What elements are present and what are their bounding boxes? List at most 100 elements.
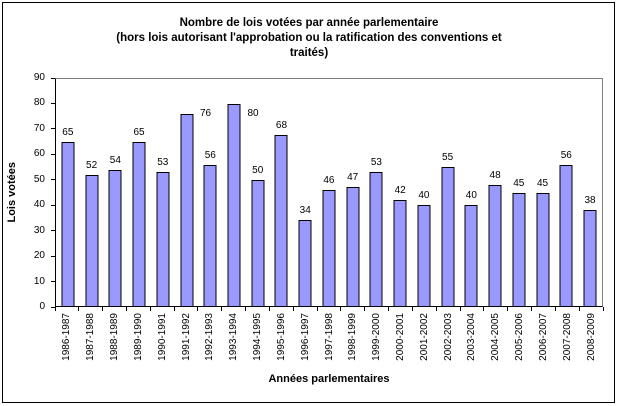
bar-cell: 80 xyxy=(222,79,259,306)
y-tick-mark xyxy=(51,306,55,308)
bar-value-label: 55 xyxy=(442,152,454,164)
bar-value-label: 42 xyxy=(394,185,406,197)
x-tick-label: 2003-2004 xyxy=(466,313,478,361)
bar xyxy=(536,192,550,306)
bar-cell: 38 xyxy=(578,79,602,306)
bar xyxy=(417,205,431,306)
x-tick-mark xyxy=(245,307,247,311)
x-tick-label: 1995-1996 xyxy=(275,313,287,361)
x-tick-cell: 2007-2008 xyxy=(555,313,579,361)
bar-cell: 40 xyxy=(459,79,483,306)
y-tick-label: 60 xyxy=(33,148,45,160)
x-ticks xyxy=(54,307,604,311)
bar-value-label: 54 xyxy=(109,154,121,166)
x-tick-cell: 2003-2004 xyxy=(460,313,484,361)
x-tick-label: 2001-2002 xyxy=(418,313,430,361)
x-tick-mark xyxy=(173,307,175,311)
x-tick-mark xyxy=(483,307,485,311)
y-tick-mark xyxy=(51,128,55,130)
x-tick-mark xyxy=(125,307,127,311)
x-tick-mark xyxy=(388,307,390,311)
bar-cell: 56 xyxy=(554,79,578,306)
bar-value-label: 53 xyxy=(370,157,382,169)
bar xyxy=(583,210,597,306)
bar xyxy=(393,200,407,306)
x-tick-mark xyxy=(54,307,56,311)
x-tick-cell: 1986-1987 xyxy=(55,313,79,361)
plot-area: 65 52 54 65 53 76 56 80 50 68 34 46 47 53 42 40 55 40 48 45… xyxy=(55,78,603,307)
x-tick-mark xyxy=(602,307,604,311)
bar-value-label: 65 xyxy=(62,127,74,139)
y-tick-mark xyxy=(51,179,55,181)
y-tick-label: 50 xyxy=(33,173,45,185)
x-tick-mark xyxy=(316,307,318,311)
x-tick-cell: 1995-1996 xyxy=(269,313,293,361)
bar xyxy=(441,167,455,306)
bar-cell: 54 xyxy=(103,79,127,306)
bar-value-label: 45 xyxy=(536,177,549,189)
bar-value-label: 48 xyxy=(489,169,501,181)
bar-value-label: 56 xyxy=(204,149,216,161)
bar-cell: 45 xyxy=(531,79,555,306)
bar-cell: 56 xyxy=(198,79,222,306)
x-tick-mark xyxy=(435,307,437,311)
x-tick-cell: 1989-1990 xyxy=(126,313,150,361)
bar-cell: 42 xyxy=(388,79,412,306)
x-tick-cell: 1992-1993 xyxy=(198,313,222,361)
bar-cell: 55 xyxy=(436,79,460,306)
x-tick-cell: 1996-1997 xyxy=(293,313,317,361)
bar-cell: 47 xyxy=(341,79,365,306)
x-tick-cell: 1991-1992 xyxy=(174,313,198,361)
x-tick-label: 1998-1999 xyxy=(347,313,359,361)
y-tick-label: 80 xyxy=(33,97,45,109)
bar-value-label: 80 xyxy=(247,108,259,120)
bar-value-label: 46 xyxy=(323,174,335,186)
bar-value-label: 52 xyxy=(86,159,98,171)
x-tick-cell: 2001-2002 xyxy=(412,313,436,361)
x-tick-label: 1992-1993 xyxy=(204,313,216,361)
bar-value-label: 34 xyxy=(299,205,311,217)
bar-cell: 53 xyxy=(365,79,389,306)
x-tick-label: 1991-1992 xyxy=(180,313,192,361)
x-tick-label: 2007-2008 xyxy=(561,313,573,361)
x-tick-cell: 1987-1988 xyxy=(79,313,103,361)
x-tick-label: 1989-1990 xyxy=(132,313,144,361)
bar-cell: 65 xyxy=(127,79,151,306)
x-tick-cell: 2006-2007 xyxy=(532,313,556,361)
bar xyxy=(156,172,170,306)
x-tick-label: 1993-1994 xyxy=(228,313,240,361)
y-tick-mark xyxy=(51,255,55,257)
x-tick-cell: 1997-1998 xyxy=(317,313,341,361)
x-tick-mark xyxy=(507,307,509,311)
x-tick-mark xyxy=(102,307,104,311)
x-tick-label: 2005-2006 xyxy=(514,313,526,361)
bar xyxy=(132,142,146,306)
bar xyxy=(488,184,502,306)
bar xyxy=(274,134,288,306)
y-tick-label: 90 xyxy=(33,72,45,83)
bar xyxy=(346,187,360,306)
bar-value-label: 65 xyxy=(133,127,145,139)
y-tick-label: 10 xyxy=(33,275,45,287)
x-tick-label: 1990-1991 xyxy=(156,313,168,361)
bar xyxy=(203,164,217,306)
x-tick-cell: 2008-2009 xyxy=(579,313,603,361)
bar-value-label: 68 xyxy=(275,119,288,131)
bar-cell: 48 xyxy=(483,79,507,306)
bar-cell: 65 xyxy=(56,79,80,306)
x-tick-label: 2004-2005 xyxy=(490,313,502,361)
bar xyxy=(298,220,312,306)
x-tick-label: 1986-1987 xyxy=(61,313,73,361)
x-tick-cell: 1993-1994 xyxy=(222,313,246,361)
x-axis-title: Années parlementaires xyxy=(268,373,390,385)
x-tick-label: 1994-1995 xyxy=(252,313,264,361)
x-tick-mark xyxy=(149,307,151,311)
bar xyxy=(464,205,478,306)
bar-cell: 76 xyxy=(175,79,211,306)
bar xyxy=(85,174,99,306)
x-tick-cell: 1988-1989 xyxy=(103,313,127,361)
bar xyxy=(559,164,573,306)
x-tick-label: 1988-1989 xyxy=(109,313,121,361)
y-tick-mark xyxy=(51,102,55,104)
bar-cell: 68 xyxy=(270,79,294,306)
